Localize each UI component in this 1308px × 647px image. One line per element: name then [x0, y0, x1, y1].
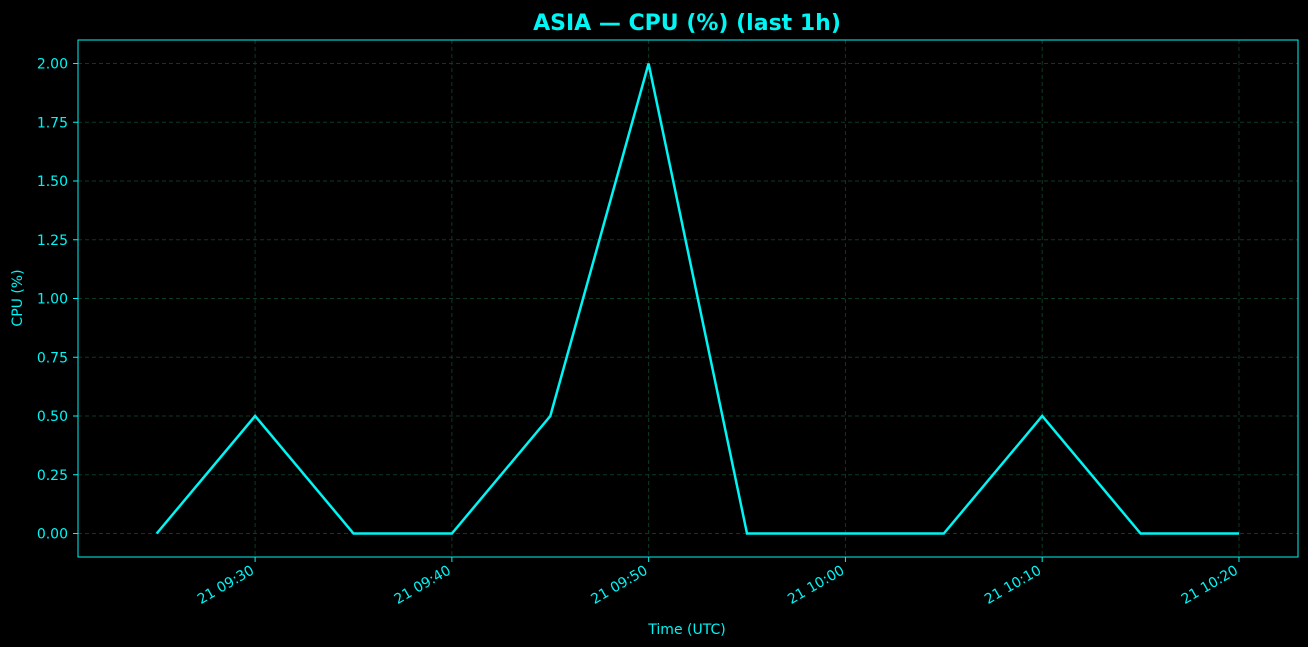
cpu-series-line	[155, 63, 1239, 535]
y-tick-label: 1.25	[37, 233, 68, 249]
y-tick-label: 1.00	[37, 292, 68, 308]
y-tick-label: 1.50	[37, 174, 68, 190]
y-axis-ticks: 0.00 0.25 0.50 0.75 1.00 1.25 1.50 1.75 2.00	[37, 57, 78, 543]
y-tick-label: 0.75	[37, 350, 68, 366]
y-tick-label: 2.00	[37, 57, 68, 73]
y-tick-label: 0.25	[37, 468, 68, 484]
chart-title: ASIA — CPU (%) (last 1h)	[533, 11, 841, 36]
grid-lines	[78, 40, 1298, 557]
y-tick-label: 0.00	[37, 527, 68, 543]
x-axis-label: Time (UTC)	[647, 622, 725, 638]
y-axis-label: CPU (%)	[10, 269, 26, 326]
y-tick-label: 0.50	[37, 409, 68, 425]
series-layer	[155, 63, 1239, 535]
y-tick-label: 1.75	[37, 115, 68, 131]
